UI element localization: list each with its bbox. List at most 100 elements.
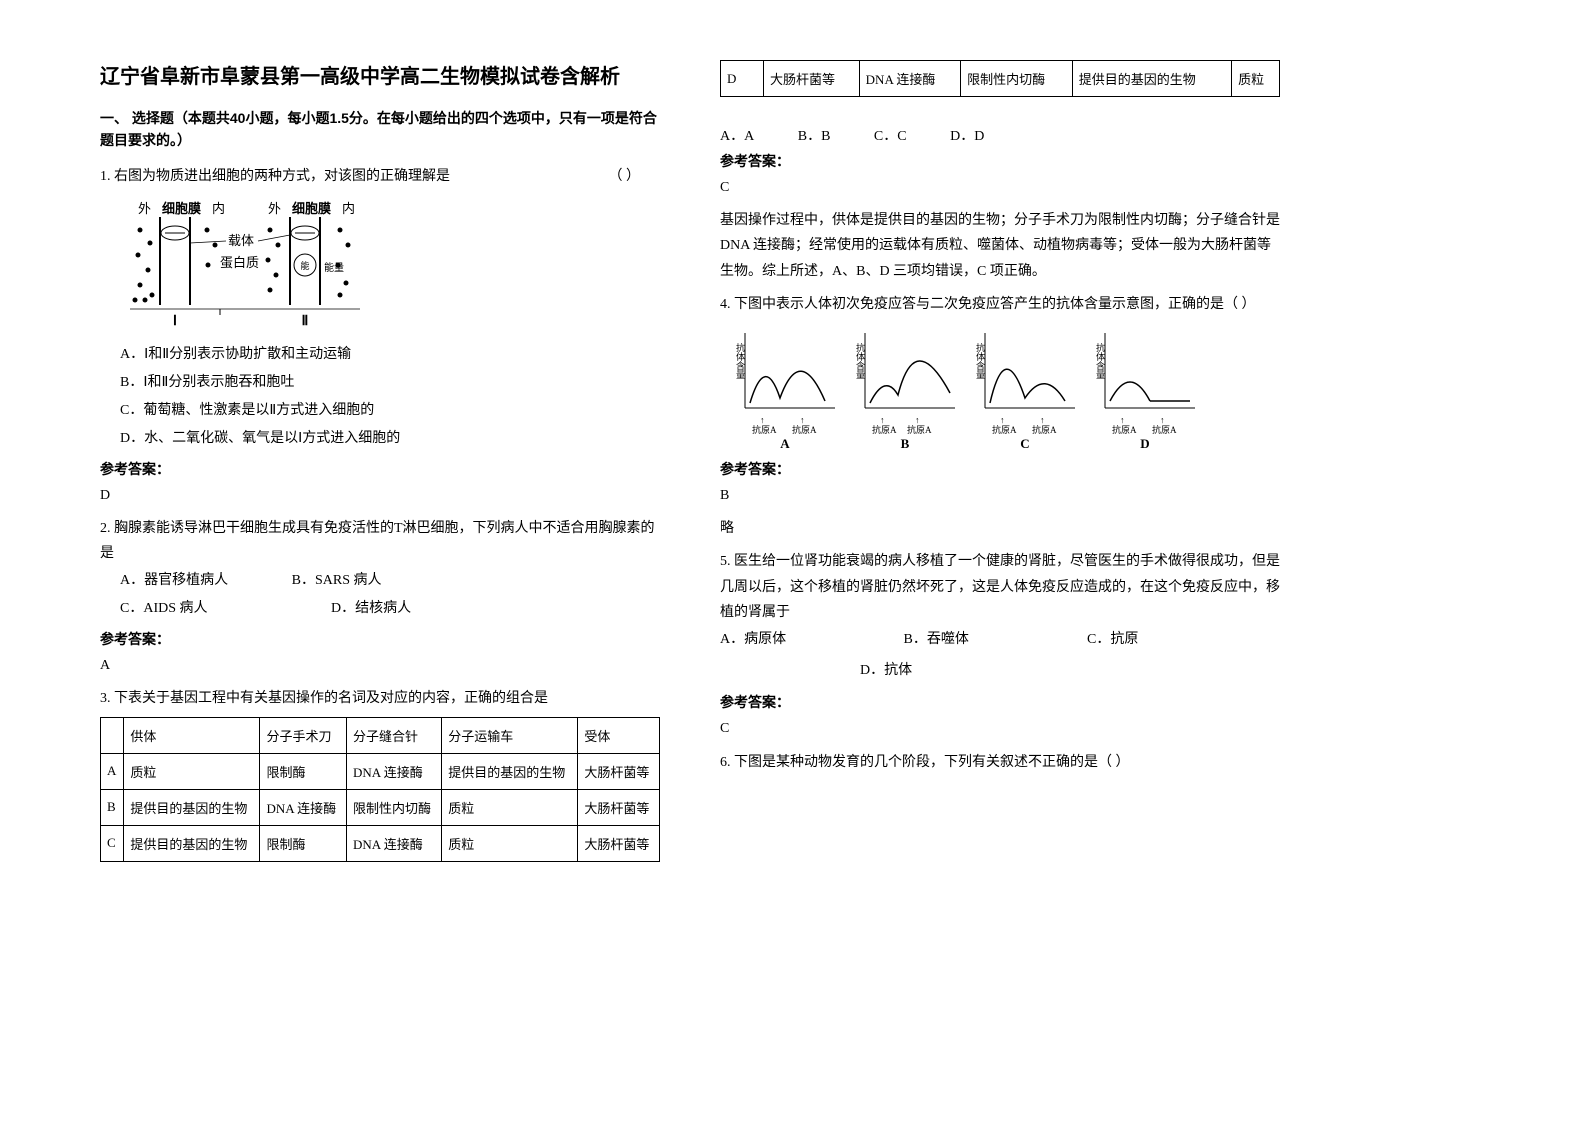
cell: DNA 连接酶 <box>260 789 347 825</box>
q3-table-header: 供体 分子手术刀 分子缝合针 分子运输车 受体 <box>101 717 660 753</box>
cell: 质粒 <box>442 825 578 861</box>
q6-text: 下图是某种动物发育的几个阶段，下列有关叙述不正确的是（ ） <box>734 755 1130 770</box>
q2-opt-a: A．器官移植病人 <box>120 567 228 595</box>
fig-outer1: 外 <box>138 201 151 216</box>
cell: 提供目的基因的生物 <box>442 753 578 789</box>
q1-opt-c: C．葡萄糖、性激素是以Ⅱ方式进入细胞的 <box>120 397 660 425</box>
cell: 限制性内切酶 <box>961 61 1073 97</box>
svg-text:抗原A: 抗原A <box>1152 424 1177 435</box>
svg-text:↑: ↑ <box>760 415 765 425</box>
fig-energy: 能量 <box>324 261 344 274</box>
exam-title: 辽宁省阜新市阜蒙县第一高级中学高二生物模拟试卷含解析 <box>100 60 660 89</box>
cell: 质粒 <box>442 789 578 825</box>
q3-text: 下表关于基因工程中有关基因操作的名词及对应的内容，正确的组合是 <box>114 691 548 706</box>
svg-text:↑: ↑ <box>915 415 920 425</box>
q1-text: 右图为物质进出细胞的两种方式，对该图的正确理解是 <box>114 169 450 184</box>
q4-answer: B <box>720 483 1280 508</box>
q1-answer-label: 参考答案： <box>100 459 660 479</box>
fig-energy-inner: 能 <box>300 260 309 271</box>
fig-inner1: 内 <box>212 201 225 216</box>
q3-opt-b: B．B <box>798 125 831 145</box>
q3-h4: 分子运输车 <box>442 717 578 753</box>
svg-text:抗原A: 抗原A <box>992 424 1017 435</box>
svg-text:抗原A: 抗原A <box>1112 424 1137 435</box>
svg-text:抗体含量: 抗体含量 <box>1095 342 1105 379</box>
cell: B <box>101 789 124 825</box>
svg-text:抗体含量: 抗体含量 <box>735 342 745 379</box>
q1-figure: 外 细胞膜 内 Ⅰ 外 细胞膜 内 <box>120 195 660 335</box>
svg-text:抗体含量: 抗体含量 <box>975 342 985 379</box>
fig-roman1: Ⅰ <box>173 314 177 329</box>
fig-inner2: 内 <box>342 201 355 216</box>
q6-number: 6. <box>720 755 731 770</box>
q2-stem: 2. 胸腺素能诱导淋巴干细胞生成具有免疫活性的T淋巴细胞，下列病人中不适合用胸腺… <box>100 516 660 566</box>
fig-membrane2: 细胞膜 <box>292 201 331 216</box>
q5-opt-c: C．抗原 <box>1087 625 1138 656</box>
cell: 限制酶 <box>260 753 347 789</box>
svg-text:↑: ↑ <box>800 415 805 425</box>
q6-stem: 6. 下图是某种动物发育的几个阶段，下列有关叙述不正确的是（ ） <box>720 750 1280 775</box>
q2-number: 2. <box>100 521 111 536</box>
svg-text:抗原A: 抗原A <box>752 424 777 435</box>
q5-text: 医生给一位肾功能衰竭的病人移植了一个健康的肾脏，尽管医生的手术做得很成功，但是几… <box>720 554 1280 619</box>
q1-opt-d: D．水、二氧化碳、氧气是以Ⅰ方式进入细胞的 <box>120 425 660 453</box>
q3-h1: 供体 <box>124 717 260 753</box>
q4-stem: 4. 下图中表示人体初次免疫应答与二次免疫应答产生的抗体含量示意图，正确的是（ … <box>720 292 1280 317</box>
q4-figure: 抗体含量 ↑抗原A ↑抗原A A 抗体含量 ↑抗原A ↑抗原A B <box>720 323 1280 453</box>
q2-opt-c: C．AIDS 病人 <box>120 595 208 623</box>
q1-options: A．Ⅰ和Ⅱ分别表示协助扩散和主动运输 B．Ⅰ和Ⅱ分别表示胞吞和胞吐 C．葡萄糖、… <box>120 341 660 453</box>
svg-text:↑: ↑ <box>1160 415 1165 425</box>
q5-opt-b: B．吞噬体 <box>904 625 1084 656</box>
q2-opt-b: B．SARS 病人 <box>292 567 382 595</box>
q3-stem: 3. 下表关于基因工程中有关基因操作的名词及对应的内容，正确的组合是 <box>100 686 660 711</box>
q5-number: 5. <box>720 554 731 569</box>
fig-outer2: 外 <box>268 201 281 216</box>
q5-answer-label: 参考答案： <box>720 692 1280 712</box>
fig-protein: 蛋白质 <box>220 255 259 270</box>
table-row: D 大肠杆菌等 DNA 连接酶 限制性内切酶 提供目的基因的生物 质粒 <box>721 61 1280 97</box>
svg-text:A: A <box>780 436 790 451</box>
svg-text:C: C <box>1020 436 1029 451</box>
q2-text: 胸腺素能诱导淋巴干细胞生成具有免疫活性的T淋巴细胞，下列病人中不适合用胸腺素的是 <box>100 521 655 561</box>
fig-carrier: 载体 <box>228 233 254 248</box>
fig-membrane1: 细胞膜 <box>162 201 201 216</box>
q3-opt-c: C．C <box>874 125 907 145</box>
svg-text:↑: ↑ <box>1000 415 1005 425</box>
q3-options: A．A B．B C．C D．D <box>720 125 1280 145</box>
q2-answer-label: 参考答案： <box>100 629 660 649</box>
svg-text:抗体含量: 抗体含量 <box>855 342 865 379</box>
q3-answer-label: 参考答案： <box>720 151 1280 171</box>
q3-opt-a: A．A <box>720 125 754 145</box>
svg-text:↑: ↑ <box>1120 415 1125 425</box>
cell: DNA 连接酶 <box>347 753 442 789</box>
left-column: 辽宁省阜新市阜蒙县第一高级中学高二生物模拟试卷含解析 一、 选择题（本题共40小… <box>100 60 660 862</box>
cell: 提供目的基因的生物 <box>1072 61 1231 97</box>
q3-answer: C <box>720 175 1280 200</box>
cell: 限制酶 <box>260 825 347 861</box>
cell: C <box>101 825 124 861</box>
cell: DNA 连接酶 <box>347 825 442 861</box>
q1-answer: D <box>100 483 660 508</box>
q1-paren: （ ） <box>609 164 641 189</box>
svg-text:↑: ↑ <box>880 415 885 425</box>
q5-options: A．病原体 B．吞噬体 C．抗原 D．抗体 <box>720 625 1280 687</box>
section-1-header: 一、 选择题（本题共40小题，每小题1.5分。在每小题给出的四个选项中，只有一项… <box>100 107 660 152</box>
table-row: C 提供目的基因的生物 限制酶 DNA 连接酶 质粒 大肠杆菌等 <box>101 825 660 861</box>
cell: 大肠杆菌等 <box>578 753 660 789</box>
cell: A <box>101 753 124 789</box>
q4-number: 4. <box>720 297 731 312</box>
q1-number: 1. <box>100 169 111 184</box>
svg-text:抗原A: 抗原A <box>1032 424 1057 435</box>
svg-text:抗原A: 抗原A <box>907 424 932 435</box>
q4-text: 下图中表示人体初次免疫应答与二次免疫应答产生的抗体含量示意图，正确的是（ ） <box>734 297 1256 312</box>
cell: 限制性内切酶 <box>347 789 442 825</box>
cell: 质粒 <box>124 753 260 789</box>
svg-text:↑: ↑ <box>1040 415 1045 425</box>
q5-stem: 5. 医生给一位肾功能衰竭的病人移植了一个健康的肾脏，尽管医生的手术做得很成功，… <box>720 549 1280 625</box>
cell: 提供目的基因的生物 <box>124 825 260 861</box>
cell: D <box>721 61 764 97</box>
q3-h3: 分子缝合针 <box>347 717 442 753</box>
q5-opt-a: A．病原体 <box>720 625 900 656</box>
q4-answer-label: 参考答案： <box>720 459 1280 479</box>
svg-text:抗原A: 抗原A <box>872 424 897 435</box>
